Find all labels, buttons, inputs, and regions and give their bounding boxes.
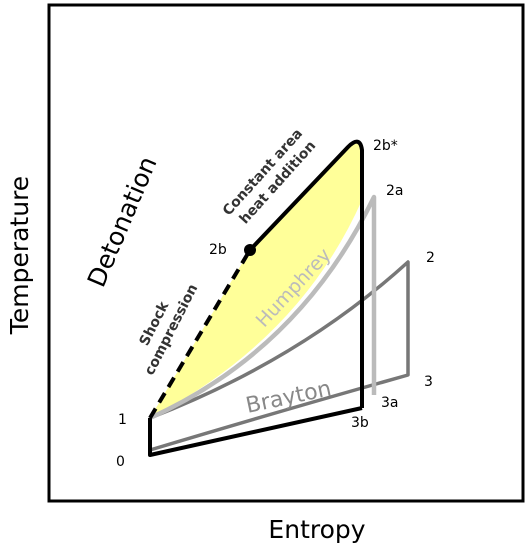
x-axis-label: Entropy xyxy=(268,515,365,544)
heat-addition-path xyxy=(248,139,364,408)
point-3a-label: 3a xyxy=(381,395,399,411)
point-2-label: 2 xyxy=(426,250,435,266)
point-2b-star-label: 2b* xyxy=(373,138,398,154)
detonation-cycle-area xyxy=(150,141,362,418)
heat-rejection-path xyxy=(148,406,363,457)
shock-compression-line xyxy=(148,248,252,420)
point-3-label: 3 xyxy=(424,374,433,390)
point-2b-label: 2b xyxy=(209,242,227,258)
brayton-cycle-path xyxy=(149,260,410,452)
point-2b-marker xyxy=(244,244,256,256)
point-0-label: 0 xyxy=(116,454,125,470)
y-axis-label: Temperature xyxy=(5,176,34,335)
point-2a-label: 2a xyxy=(386,183,404,199)
point-1-label: 1 xyxy=(118,412,127,428)
point-3b-label: 3b xyxy=(351,415,369,431)
